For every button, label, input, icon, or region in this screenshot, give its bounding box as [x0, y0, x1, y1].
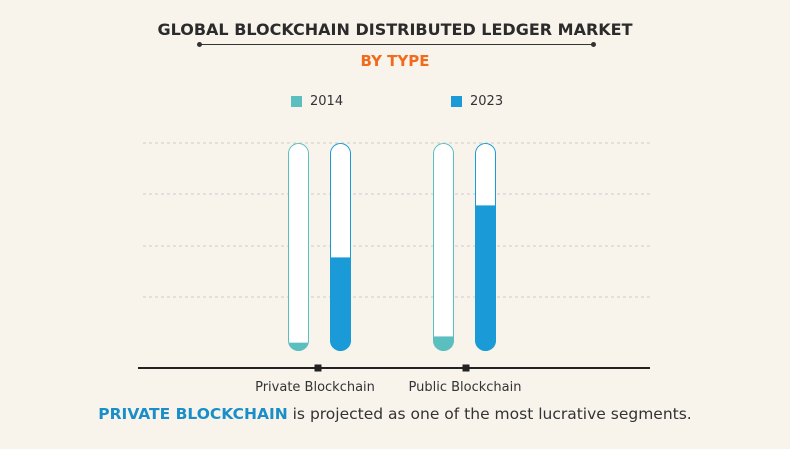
chart-subtitle: BY TYPE: [360, 52, 430, 70]
divider-dot-left: [197, 42, 202, 47]
bar-outline: [288, 143, 309, 351]
bar-2023: [330, 257, 351, 351]
legend-label: 2014: [310, 94, 344, 109]
chart-title: GLOBAL BLOCKCHAIN DISTRIBUTED LEDGER MAR…: [157, 20, 633, 39]
footer-note: PRIVATE BLOCKCHAIN is projected as one o…: [0, 405, 790, 423]
category-label: Public Blockchain: [408, 380, 522, 395]
bar-2014: [288, 342, 309, 351]
category-tick: [462, 364, 470, 372]
category-label: Private Blockchain: [255, 380, 375, 395]
bar-outline: [475, 143, 496, 351]
bar-2023: [475, 205, 496, 351]
footer-highlight: PRIVATE BLOCKCHAIN: [98, 405, 288, 423]
bar-track: [288, 143, 309, 351]
bar-outline: [433, 143, 454, 351]
category-tick: [314, 364, 322, 372]
legend-swatch-2023: [451, 96, 462, 107]
legend-label: 2023: [470, 94, 504, 109]
legend-swatch-2014: [291, 96, 302, 107]
divider-dot-right: [591, 42, 596, 47]
footer-text: is projected as one of the most lucrativ…: [287, 405, 692, 423]
bar-outline: [330, 143, 351, 351]
legend-item-2014: 2014: [291, 94, 343, 109]
bar-2014: [433, 336, 454, 351]
legend-item-2023: 2023: [451, 94, 503, 109]
bar-track: [433, 143, 454, 351]
title-divider: [199, 44, 593, 45]
